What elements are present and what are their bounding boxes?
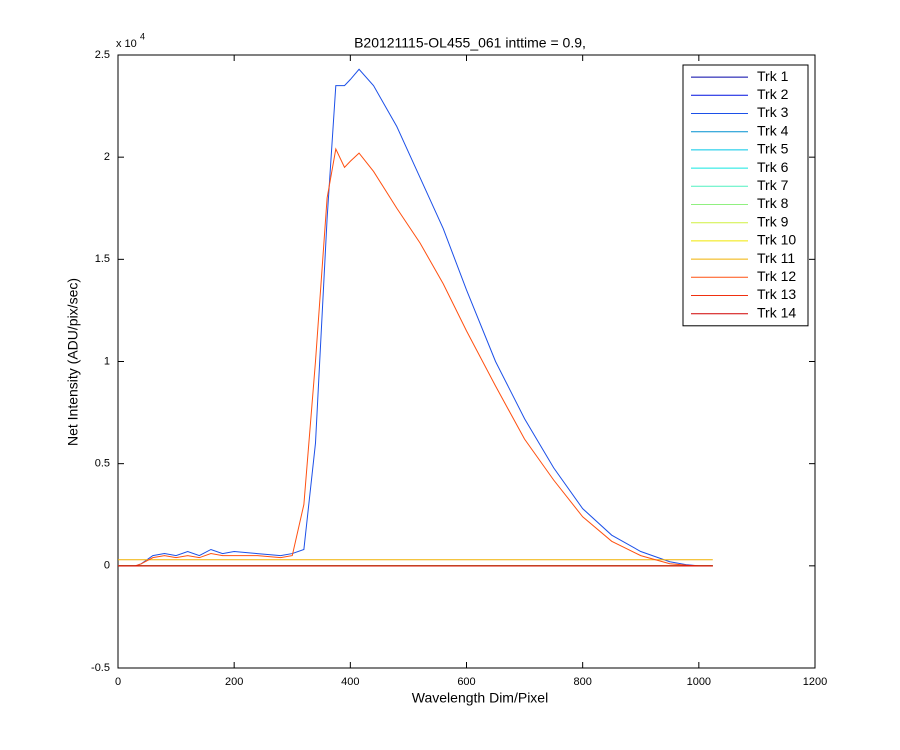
y-tick-label: 2 — [104, 151, 110, 163]
legend-label: Trk 13 — [757, 286, 796, 302]
y-tick-label: 1 — [104, 355, 110, 367]
x-tick-label: 400 — [341, 676, 359, 688]
legend-label: Trk 6 — [757, 159, 789, 175]
y-tick-label: 0 — [104, 560, 110, 572]
x-tick-label: 800 — [573, 676, 591, 688]
x-tick-label: 200 — [225, 676, 243, 688]
legend-label: Trk 10 — [757, 232, 796, 248]
y-tick-label: -0.5 — [91, 662, 110, 674]
y-tick-label: 2.5 — [95, 49, 110, 61]
x-tick-label: 1200 — [803, 676, 827, 688]
legend-label: Trk 4 — [757, 122, 789, 138]
legend-label: Trk 11 — [757, 250, 795, 266]
legend-label: Trk 7 — [757, 177, 789, 193]
series-line — [118, 68, 713, 567]
legend-label: Trk 1 — [757, 68, 789, 84]
x-tick-label: 1000 — [687, 676, 711, 688]
chart-title: B20121115-OL455_061 inttime = 0.9, — [354, 35, 586, 51]
x-tick-label: 0 — [115, 676, 121, 688]
legend-label: Trk 8 — [757, 195, 789, 211]
y-tick-label: 0.5 — [95, 458, 110, 470]
legend-box — [682, 64, 809, 327]
y-tick-label: 1.5 — [95, 253, 110, 265]
legend-label: Trk 3 — [757, 104, 789, 120]
x-axis-label: Wavelength Dim/Pixel — [412, 690, 548, 706]
y-exponent: 4 — [140, 31, 145, 41]
legend-label: Trk 9 — [757, 213, 789, 229]
y-multiplier: x 10 — [116, 38, 137, 50]
legend-label: Trk 12 — [757, 268, 796, 284]
y-axis-label: Net Intensity (ADU/pix/sec) — [65, 278, 81, 446]
legend-label: Trk 5 — [757, 141, 789, 157]
legend-label: Trk 2 — [757, 86, 789, 102]
x-tick-label: 600 — [457, 676, 475, 688]
legend-label: Trk 14 — [757, 304, 796, 320]
series-line — [118, 147, 713, 567]
